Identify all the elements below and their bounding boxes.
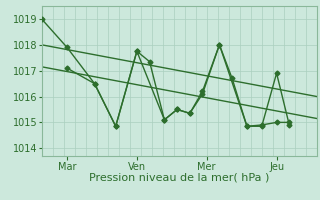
X-axis label: Pression niveau de la mer( hPa ): Pression niveau de la mer( hPa ) bbox=[89, 173, 269, 183]
